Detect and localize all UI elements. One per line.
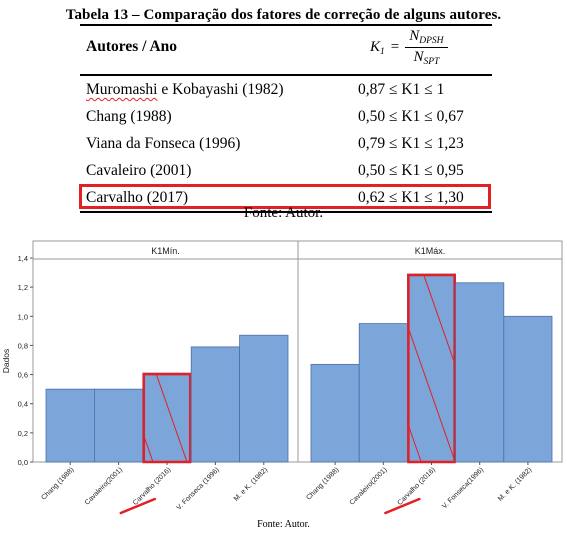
bar — [142, 372, 192, 463]
panel-title: K1Mín. — [151, 246, 180, 256]
bar — [358, 323, 408, 463]
author-cell: Carvalho (2017) — [86, 189, 189, 206]
x-tick-label: M. e K. (1982) — [497, 466, 533, 502]
bar — [239, 334, 289, 463]
highlight-box — [79, 184, 491, 209]
range-cell: 0,50 ≤ K1 ≤ 0,95 — [358, 162, 464, 179]
x-tick-label: Chang (1988) — [305, 466, 340, 501]
x-tick-label: Cavaleiro(2001) — [349, 466, 389, 506]
formula-fraction: NDPSH NSPT — [405, 28, 448, 67]
table-caption: Tabela 13 – Comparação dos fatores de co… — [65, 7, 502, 23]
y-tick-label: 0,0 — [18, 458, 28, 467]
y-tick-label: 1,4 — [18, 254, 28, 263]
x-tick-label: V. Fonseca(1996) — [441, 466, 485, 510]
label-underline-mark — [119, 497, 157, 515]
bar-hatch-line — [407, 421, 422, 463]
y-tick-label: 1,2 — [18, 283, 28, 292]
bar — [190, 346, 240, 463]
range-cell: 0,87 ≤ K1 ≤ 1 — [358, 81, 445, 98]
author-cell: Cavaleiro (2001) — [86, 162, 192, 179]
table-row: Viana da Fonseca (1996) 0,79 ≤ K1 ≤ 1,23 — [80, 130, 492, 157]
table-header: Autores / Ano K1 = NDPSH NSPT — [80, 24, 492, 76]
range-cell: 0,62 ≤ K1 ≤ 1,30 — [358, 189, 464, 206]
y-tick-label: 0,8 — [18, 341, 28, 350]
range-cell: 0,50 ≤ K1 ≤ 0,67 — [358, 108, 464, 125]
header-k1-formula: K1 = NDPSH NSPT — [370, 28, 448, 67]
label-underline-mark — [384, 497, 421, 515]
table-row: Cavaleiro (2001) 0,50 ≤ K1 ≤ 0,95 — [80, 157, 492, 184]
table-row-highlighted: Carvalho (2017) 0,62 ≤ K1 ≤ 1,30 — [79, 184, 492, 211]
y-tick-label: 1,0 — [18, 312, 28, 321]
author-cell: Viana da Fonseca (1996) — [86, 135, 241, 152]
x-tick-label: M. e K. (1982) — [233, 466, 269, 502]
panel-title: K1Máx. — [415, 246, 446, 256]
y-axis-label: Dados — [1, 349, 11, 374]
author-cell: Muromashi e Kobayashi (1982) — [86, 81, 284, 98]
table-row: Muromashi e Kobayashi (1982) 0,87 ≤ K1 ≤… — [80, 76, 492, 103]
formula-lhs: K1 — [370, 38, 385, 57]
panel-strip — [297, 240, 563, 260]
bar — [94, 388, 144, 463]
formula-eq: = — [390, 39, 400, 55]
x-tick-label: Chang (1988) — [40, 466, 75, 501]
bar — [406, 273, 456, 463]
author-cell: Chang (1988) — [86, 108, 172, 125]
y-tick-label: 0,2 — [18, 429, 28, 438]
x-tick-label: V. Fonseca (1996) — [176, 466, 221, 511]
bar-hatch-line — [155, 373, 188, 462]
y-tick-label: 0,6 — [18, 371, 28, 380]
table-source: Fonte: Autor. — [243, 205, 324, 221]
x-tick-label: Cavaleiro(2001) — [84, 466, 124, 506]
bar — [455, 282, 505, 463]
bar-hatch-line — [422, 274, 456, 368]
bar — [503, 315, 553, 463]
table-row: Chang (1988) 0,50 ≤ K1 ≤ 0,67 — [80, 103, 492, 130]
bar-hatch-line — [142, 431, 154, 462]
header-authors-year: Autores / Ano — [86, 38, 178, 55]
y-tick-label: 0,4 — [18, 400, 28, 409]
table-bottom-rule — [80, 211, 492, 213]
chart-source: Fonte: Autor. — [257, 519, 310, 530]
range-cell: 0,79 ≤ K1 ≤ 1,23 — [358, 135, 464, 152]
comparison-table: Autores / Ano K1 = NDPSH NSPT Muromashi … — [79, 24, 492, 213]
k1-bar-chart: Dados 0,0 0,2 0,4 0,6 0,8 1,0 1,2 1,4 K1Mín. Chan… — [1, 240, 563, 515]
bar-hatch-line — [407, 323, 456, 463]
bar — [45, 388, 95, 463]
bar — [310, 363, 360, 463]
